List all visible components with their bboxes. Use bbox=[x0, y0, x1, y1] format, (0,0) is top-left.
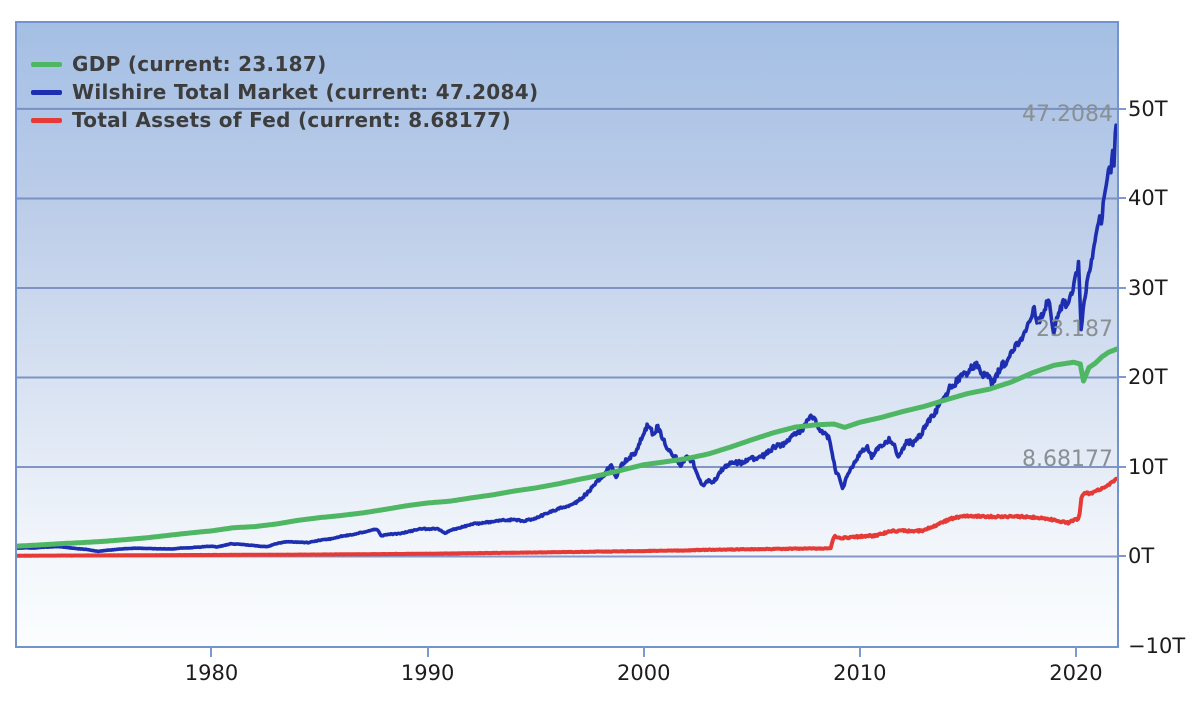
y-axis-tick-label: 20T bbox=[1128, 365, 1168, 390]
x-axis-tick-mark bbox=[210, 647, 213, 657]
fed-line-swatch bbox=[31, 117, 62, 123]
x-axis-tick-label: 2000 bbox=[616, 661, 671, 685]
y-axis-tick-mark bbox=[1119, 107, 1126, 110]
legend-item-wilshire: Wilshire Total Market (current: 47.2084) bbox=[31, 78, 538, 106]
y-axis-tick-label: 10T bbox=[1128, 454, 1168, 479]
current-value-label-gdp: 23.187 bbox=[1036, 316, 1113, 342]
y-axis-tick-mark bbox=[1119, 286, 1126, 289]
y-axis-tick-label: 30T bbox=[1128, 275, 1168, 300]
y-axis-tick-label: −10T bbox=[1128, 634, 1186, 658]
legend: GDP (current: 23.187) Wilshire Total Mar… bbox=[31, 50, 538, 134]
y-axis-tick-mark bbox=[1119, 555, 1126, 558]
legend-item-fed: Total Assets of Fed (current: 8.68177) bbox=[31, 106, 538, 134]
x-axis-tick-mark bbox=[1074, 647, 1077, 657]
x-axis-tick-label: 2010 bbox=[833, 661, 887, 685]
y-axis-tick-mark bbox=[1119, 197, 1126, 200]
legend-label-fed: Total Assets of Fed (current: 8.68177) bbox=[72, 108, 511, 132]
y-axis-tick-label: 0T bbox=[1128, 544, 1155, 569]
series-line-fed bbox=[17, 476, 1117, 558]
series-line-wilshire bbox=[17, 123, 1117, 554]
y-axis-tick-mark bbox=[1119, 376, 1126, 379]
y-axis-tick-label: 40T bbox=[1128, 186, 1168, 211]
x-axis-tick-mark bbox=[642, 647, 645, 657]
plot-canvas bbox=[17, 107, 1117, 558]
x-axis-tick-label: 2020 bbox=[1049, 661, 1103, 685]
legend-item-gdp: GDP (current: 23.187) bbox=[31, 50, 538, 78]
plot-area: GDP (current: 23.187) Wilshire Total Mar… bbox=[15, 21, 1119, 648]
x-axis-tick-mark bbox=[426, 647, 429, 657]
x-axis-tick-label: 1990 bbox=[400, 661, 455, 685]
x-axis-tick-label: 1980 bbox=[184, 661, 239, 685]
legend-label-wilshire: Wilshire Total Market (current: 47.2084) bbox=[72, 80, 539, 104]
legend-label-gdp: GDP (current: 23.187) bbox=[72, 52, 327, 76]
current-value-label-wilshire: 47.2084 bbox=[1022, 101, 1113, 127]
wilshire-line-swatch bbox=[31, 89, 62, 95]
series-line-gdp bbox=[17, 346, 1117, 549]
x-axis-tick-mark bbox=[858, 647, 861, 657]
gdp-line-swatch bbox=[31, 61, 62, 67]
y-axis-tick-label: 50T bbox=[1128, 96, 1168, 121]
current-value-label-fed: 8.68177 bbox=[1022, 446, 1113, 472]
y-axis-tick-mark bbox=[1119, 465, 1126, 468]
